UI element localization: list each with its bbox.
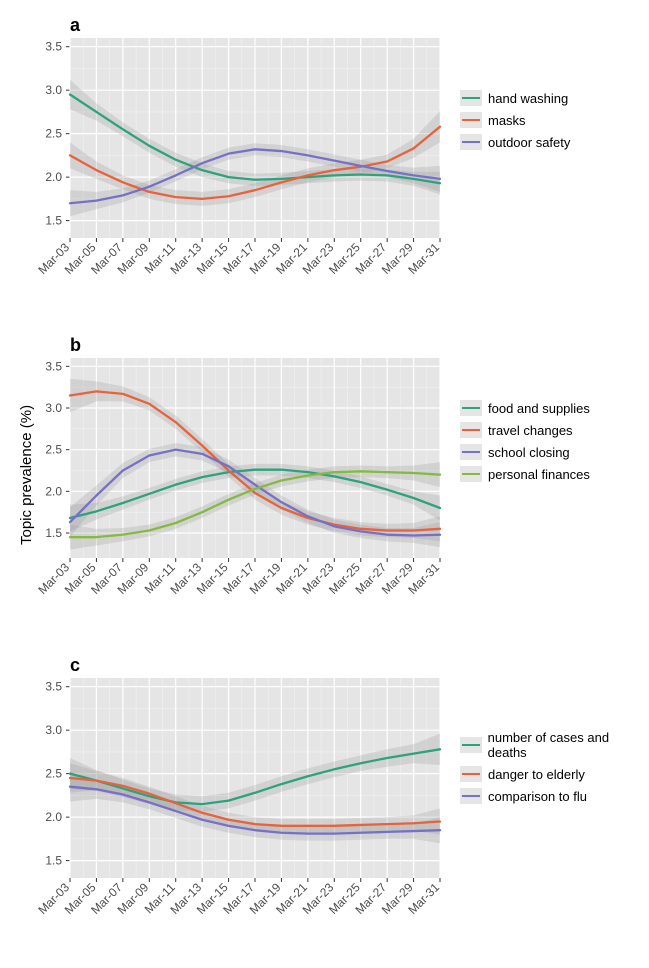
ytick-label: 2.0 (45, 484, 62, 498)
legend-item: travel changes (460, 422, 590, 438)
ytick-label: 2.0 (45, 810, 62, 824)
legend-key (460, 788, 482, 804)
legend-label: travel changes (488, 423, 573, 438)
legend-key (460, 90, 482, 106)
figure-container: a1.52.02.53.03.5Mar-03Mar-05Mar-07Mar-09… (0, 0, 649, 968)
ytick-label: 3.5 (45, 680, 62, 694)
ytick-label: 2.5 (45, 443, 62, 457)
plot-panel-c: 1.52.02.53.03.5Mar-03Mar-05Mar-07Mar-09M… (25, 678, 455, 968)
legend-key (460, 444, 482, 460)
y-axis-label: Topic prevalence (%) (18, 405, 35, 545)
legend-item: food and supplies (460, 400, 590, 416)
legend-label: personal finances (488, 467, 590, 482)
legend-label: food and supplies (488, 401, 590, 416)
legend-panel-b: food and supplies travel changes school cl… (460, 400, 590, 488)
panel-label: c (70, 655, 80, 676)
legend-key (460, 422, 482, 438)
legend-item: hand washing (460, 90, 570, 106)
legend-key (460, 134, 482, 150)
panel-label: b (70, 335, 81, 356)
ytick-label: 3.0 (45, 723, 62, 737)
legend-label: number of cases and deaths (488, 730, 649, 760)
ytick-label: 3.0 (45, 401, 62, 415)
legend-panel-c: number of cases and deaths danger to elde… (460, 730, 649, 810)
ytick-label: 3.0 (45, 83, 62, 97)
legend-item: school closing (460, 444, 590, 460)
legend-item: danger to elderly (460, 766, 649, 782)
legend-item: number of cases and deaths (460, 730, 649, 760)
legend-key (460, 112, 482, 128)
legend-key (460, 466, 482, 482)
legend-label: masks (488, 113, 526, 128)
plot-panel-b: 1.52.02.53.03.5Mar-03Mar-05Mar-07Mar-09M… (25, 358, 455, 648)
legend-key (460, 400, 482, 416)
legend-item: masks (460, 112, 570, 128)
plot-panel-a: 1.52.02.53.03.5Mar-03Mar-05Mar-07Mar-09M… (25, 38, 455, 328)
legend-label: comparison to flu (488, 789, 587, 804)
ytick-label: 2.5 (45, 767, 62, 781)
legend-panel-a: hand washing masks outdoor safety (460, 90, 570, 156)
panel-label: a (70, 15, 80, 36)
ytick-label: 1.5 (45, 526, 62, 540)
legend-key (460, 766, 482, 782)
ytick-label: 1.5 (45, 214, 62, 228)
legend-item: outdoor safety (460, 134, 570, 150)
ytick-label: 2.0 (45, 170, 62, 184)
legend-label: outdoor safety (488, 135, 570, 150)
legend-item: personal finances (460, 466, 590, 482)
legend-item: comparison to flu (460, 788, 649, 804)
ytick-label: 2.5 (45, 127, 62, 141)
legend-key (460, 737, 482, 753)
legend-label: hand washing (488, 91, 568, 106)
ytick-label: 1.5 (45, 854, 62, 868)
ytick-label: 3.5 (45, 359, 62, 373)
legend-label: danger to elderly (488, 767, 585, 782)
ytick-label: 3.5 (45, 40, 62, 54)
legend-label: school closing (488, 445, 570, 460)
